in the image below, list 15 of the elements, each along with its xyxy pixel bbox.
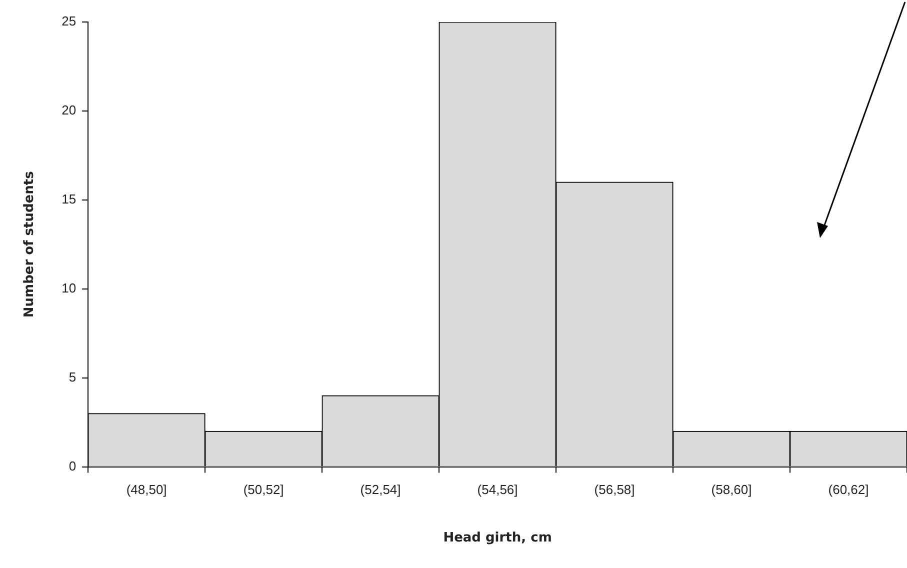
y-axis-title: Number of students [22, 170, 38, 318]
y-tick-label: 10 [62, 280, 76, 296]
x-tick-label: (58,60] [711, 482, 752, 498]
y-tick-label: 0 [68, 458, 76, 474]
x-tick-label: (56,58] [594, 482, 635, 498]
y-tick-label: 15 [62, 192, 76, 206]
x-tick-label: (50,52] [243, 482, 284, 498]
x-axis-title: Head girth, cm [443, 530, 552, 546]
y-tick-label: 5 [68, 369, 76, 384]
x-tick-label: (48,50] [126, 482, 167, 498]
y-tick-label: 25 [62, 14, 76, 29]
y-tick-label: 20 [62, 102, 76, 118]
x-tick-label: (54,56] [477, 482, 518, 498]
x-tick-label: (60,62] [828, 482, 869, 498]
x-tick-label: (52,54] [360, 482, 401, 498]
